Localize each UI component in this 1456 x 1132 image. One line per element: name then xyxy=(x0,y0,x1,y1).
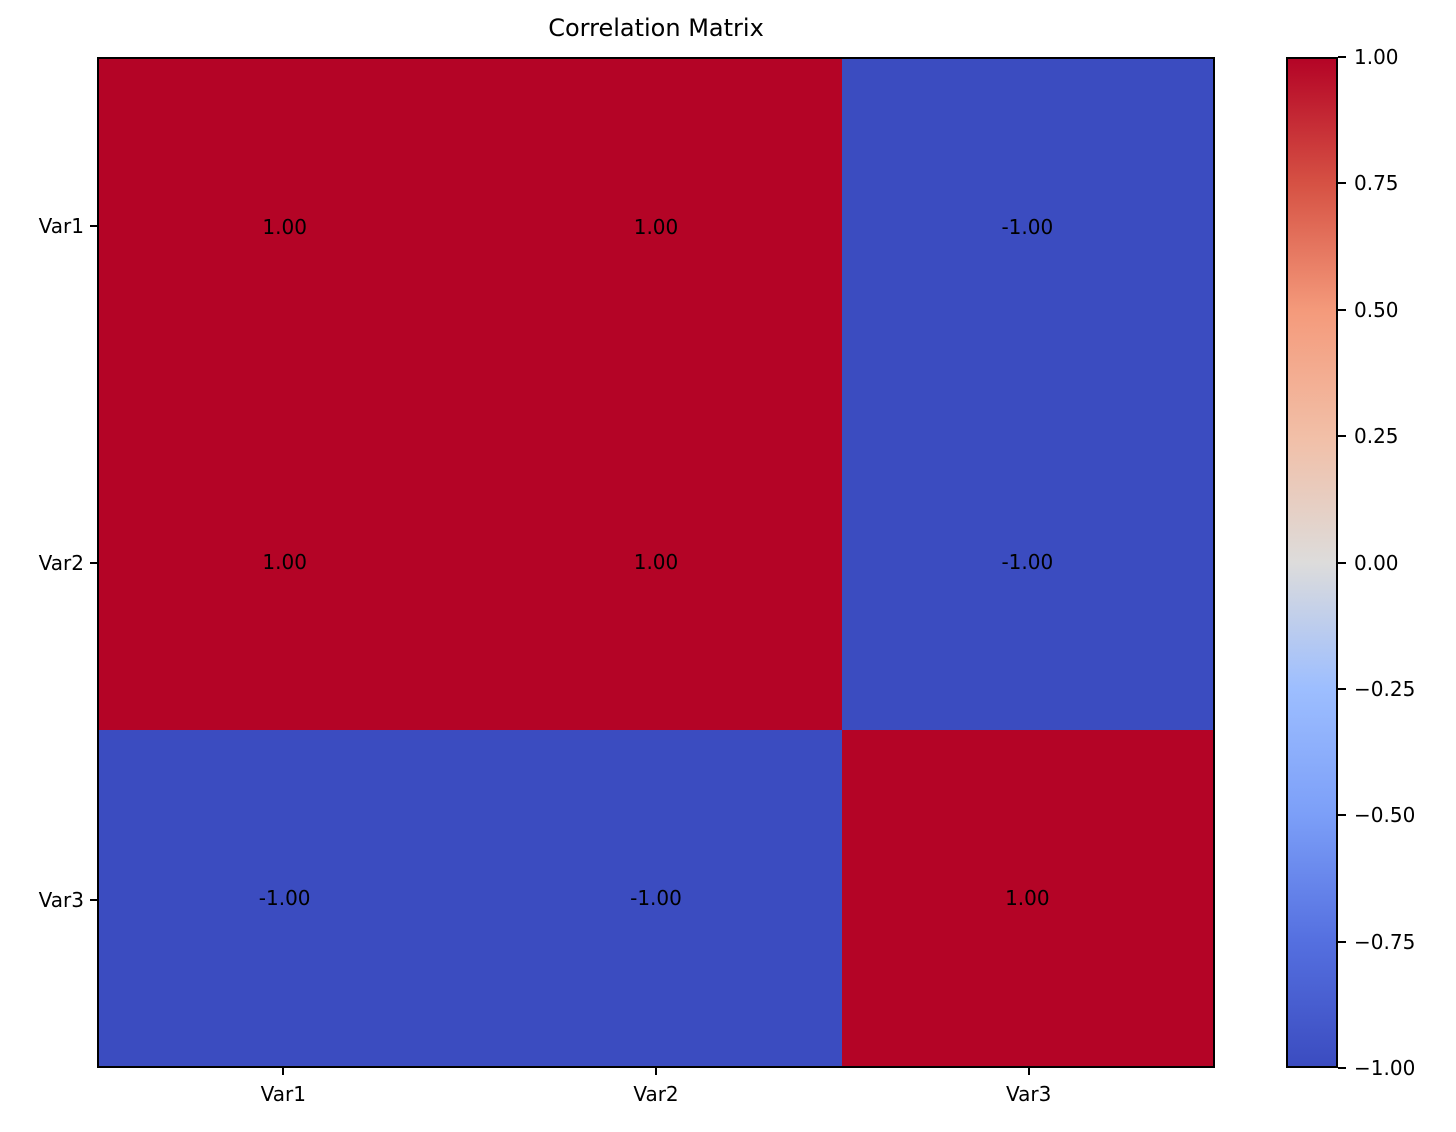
colorbar-tick-label: 0.25 xyxy=(1354,424,1399,449)
heatmap-cell-var3-var2: -1.00 xyxy=(470,730,842,1066)
x-tick-label-var3: Var3 xyxy=(1005,1082,1052,1106)
colorbar-tick-mark xyxy=(1338,814,1346,817)
colorbar-tick-label: 0.00 xyxy=(1354,550,1399,575)
heatmap-grid: 1.00 1.00 -1.00 1.00 1.00 -1.00 -1.00 -1.00 1.00 xyxy=(97,57,1215,1068)
cell-value: 1.00 xyxy=(633,550,679,575)
colorbar-tick-mark xyxy=(1338,687,1346,690)
heatmap-cell-var2-var2: 1.00 xyxy=(470,394,842,731)
colorbar-tick-mark xyxy=(1338,561,1346,564)
heatmap-cell-var1-var3: -1.00 xyxy=(841,59,1213,395)
heatmap-cell-var3-var3: 1.00 xyxy=(841,730,1213,1066)
colorbar-tick-mark xyxy=(1338,56,1346,58)
heatmap-cell-var2-var1: 1.00 xyxy=(99,394,471,731)
x-tick-mark-var2 xyxy=(655,1068,657,1075)
colorbar-tick-label: 0.50 xyxy=(1354,297,1399,322)
x-tick-mark-var1 xyxy=(282,1068,285,1075)
colorbar-tick-label: 0.75 xyxy=(1354,171,1399,196)
colorbar-tick-label: 1.00 xyxy=(1354,45,1399,69)
y-tick-label-var2: Var2 xyxy=(38,550,84,575)
cell-value: 1.00 xyxy=(1005,886,1050,911)
cell-value: 1.00 xyxy=(633,214,679,239)
colorbar-tick-mark xyxy=(1338,308,1346,311)
heatmap-cell-var1-var1: 1.00 xyxy=(99,59,471,395)
colorbar-gradient xyxy=(1286,57,1338,1068)
cell-value: 1.00 xyxy=(262,550,307,575)
x-tick-label-var2: Var2 xyxy=(633,1082,679,1106)
cell-value: -1.00 xyxy=(1001,550,1054,575)
colorbar-tick-mark xyxy=(1338,940,1346,943)
x-tick-mark-var3 xyxy=(1027,1068,1030,1075)
y-tick-mark-var1 xyxy=(90,224,97,227)
colorbar-tick-label: −0.50 xyxy=(1354,803,1416,828)
y-tick-label-var1: Var1 xyxy=(38,213,84,238)
colorbar-tick-label: −0.75 xyxy=(1354,929,1416,954)
colorbar-tick-mark xyxy=(1338,435,1346,438)
y-tick-mark-var3 xyxy=(90,898,97,901)
colorbar-tick-label: −0.25 xyxy=(1354,676,1416,701)
cell-value: 1.00 xyxy=(262,214,307,239)
y-tick-mark-var2 xyxy=(90,561,97,564)
x-tick-label-var1: Var1 xyxy=(260,1082,306,1106)
cell-value: -1.00 xyxy=(258,886,311,911)
heatmap-cell-var1-var2: 1.00 xyxy=(470,59,842,395)
colorbar-tick-mark xyxy=(1338,1067,1346,1069)
colorbar-tick-label: −1.00 xyxy=(1354,1056,1416,1080)
cell-value: -1.00 xyxy=(630,886,682,911)
y-tick-label-var3: Var3 xyxy=(38,887,84,912)
cell-value: -1.00 xyxy=(1001,214,1054,239)
colorbar-tick-mark xyxy=(1338,182,1346,185)
heatmap-cell-var2-var3: -1.00 xyxy=(841,394,1213,731)
heatmap-cell-var3-var1: -1.00 xyxy=(99,730,471,1066)
chart-title: Correlation Matrix xyxy=(548,14,764,42)
